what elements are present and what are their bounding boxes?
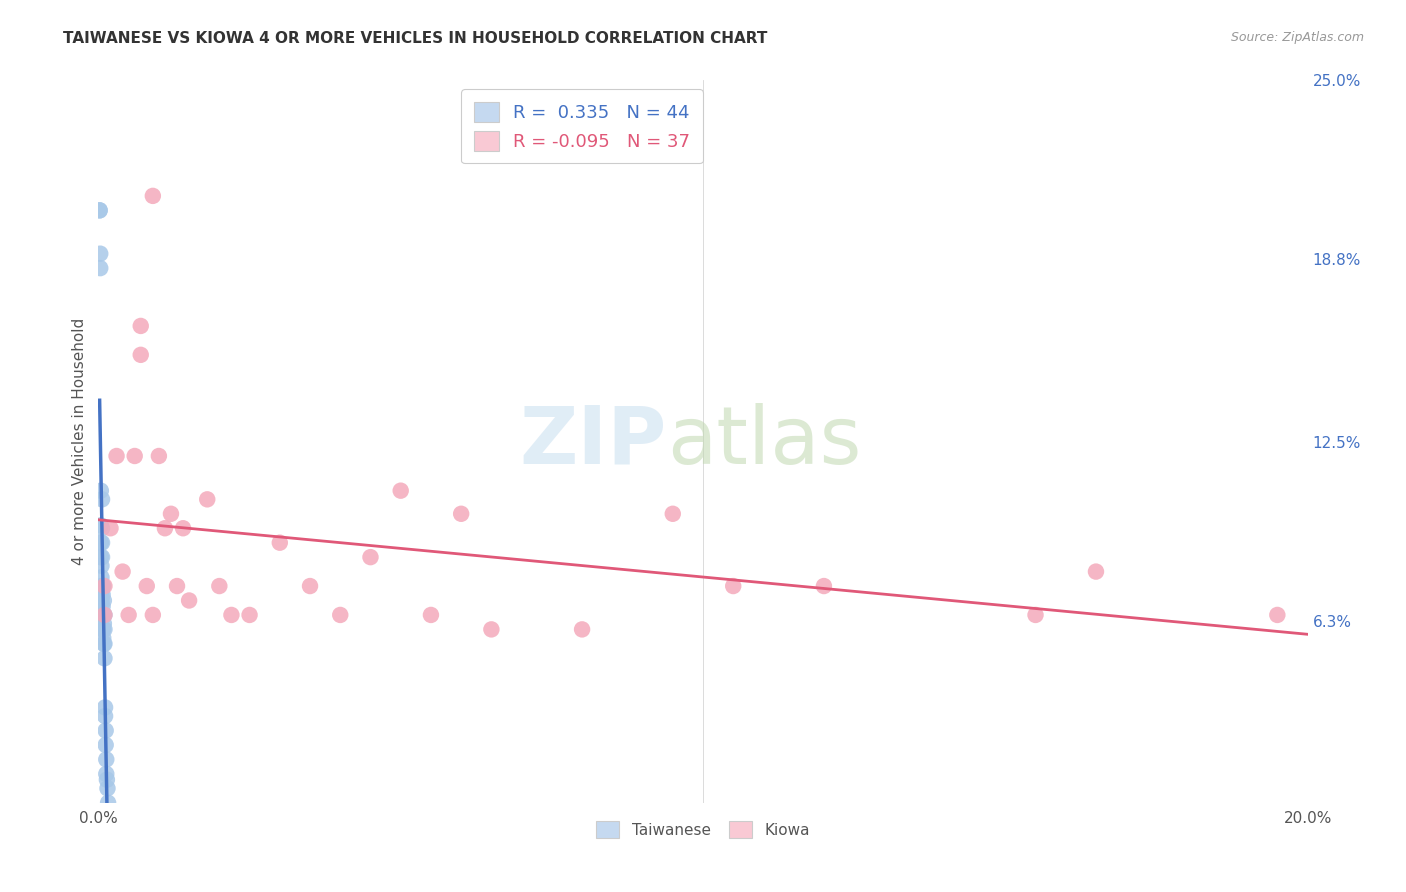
- Point: [97, 796, 120, 810]
- Point: [91, 599, 114, 614]
- Point: [91, 607, 114, 622]
- Point: [1267, 607, 1289, 622]
- Point: [329, 607, 352, 622]
- Point: [172, 521, 194, 535]
- Point: [96, 767, 118, 781]
- Point: [94, 738, 117, 752]
- Point: [89, 203, 111, 218]
- Point: [111, 565, 134, 579]
- Point: [100, 521, 122, 535]
- Point: [89, 203, 111, 218]
- Point: [269, 535, 291, 549]
- Point: [89, 246, 111, 260]
- Point: [90, 593, 112, 607]
- Point: [813, 579, 835, 593]
- Point: [91, 550, 114, 565]
- Point: [571, 623, 593, 637]
- Legend: Taiwanese, Kiowa: Taiwanese, Kiowa: [589, 814, 817, 846]
- Point: [129, 348, 152, 362]
- Point: [208, 579, 231, 593]
- Point: [661, 507, 683, 521]
- Point: [90, 550, 112, 565]
- Point: [91, 579, 114, 593]
- Point: [93, 623, 115, 637]
- Point: [148, 449, 170, 463]
- Point: [91, 607, 114, 622]
- Point: [179, 593, 201, 607]
- Point: [91, 521, 114, 535]
- Text: Source: ZipAtlas.com: Source: ZipAtlas.com: [1230, 31, 1364, 45]
- Point: [90, 558, 112, 573]
- Point: [93, 637, 115, 651]
- Text: TAIWANESE VS KIOWA 4 OR MORE VEHICLES IN HOUSEHOLD CORRELATION CHART: TAIWANESE VS KIOWA 4 OR MORE VEHICLES IN…: [63, 31, 768, 46]
- Point: [91, 492, 114, 507]
- Point: [420, 607, 443, 622]
- Point: [96, 772, 118, 787]
- Point: [195, 492, 218, 507]
- Point: [93, 637, 115, 651]
- Point: [90, 483, 112, 498]
- Point: [96, 752, 118, 766]
- Point: [93, 579, 115, 593]
- Point: [91, 631, 114, 645]
- Point: [135, 579, 157, 593]
- Point: [450, 507, 472, 521]
- Point: [90, 570, 112, 584]
- Point: [160, 507, 183, 521]
- Point: [93, 607, 115, 622]
- Point: [166, 579, 188, 593]
- Point: [91, 623, 114, 637]
- Point: [93, 607, 115, 622]
- Point: [129, 318, 152, 333]
- Point: [360, 550, 382, 565]
- Point: [94, 700, 117, 714]
- Point: [90, 584, 112, 599]
- Point: [153, 521, 176, 535]
- Point: [91, 535, 114, 549]
- Point: [93, 593, 115, 607]
- Point: [389, 483, 412, 498]
- Point: [90, 518, 112, 533]
- Point: [221, 607, 243, 622]
- Y-axis label: 4 or more Vehicles in Household: 4 or more Vehicles in Household: [72, 318, 87, 566]
- Point: [239, 607, 262, 622]
- Point: [481, 623, 503, 637]
- Point: [1085, 565, 1108, 579]
- Point: [90, 579, 112, 593]
- Point: [94, 709, 117, 723]
- Point: [93, 616, 115, 631]
- Text: atlas: atlas: [666, 402, 860, 481]
- Point: [91, 588, 114, 602]
- Point: [94, 723, 117, 738]
- Point: [1024, 607, 1046, 622]
- Point: [93, 607, 115, 622]
- Point: [89, 261, 111, 276]
- Point: [299, 579, 322, 593]
- Point: [91, 623, 114, 637]
- Point: [90, 535, 112, 549]
- Text: ZIP: ZIP: [519, 402, 666, 481]
- Point: [93, 651, 115, 665]
- Point: [142, 189, 165, 203]
- Point: [723, 579, 745, 593]
- Point: [118, 607, 141, 622]
- Point: [91, 579, 114, 593]
- Point: [105, 449, 128, 463]
- Point: [142, 607, 165, 622]
- Point: [124, 449, 146, 463]
- Point: [96, 781, 118, 796]
- Point: [90, 607, 112, 622]
